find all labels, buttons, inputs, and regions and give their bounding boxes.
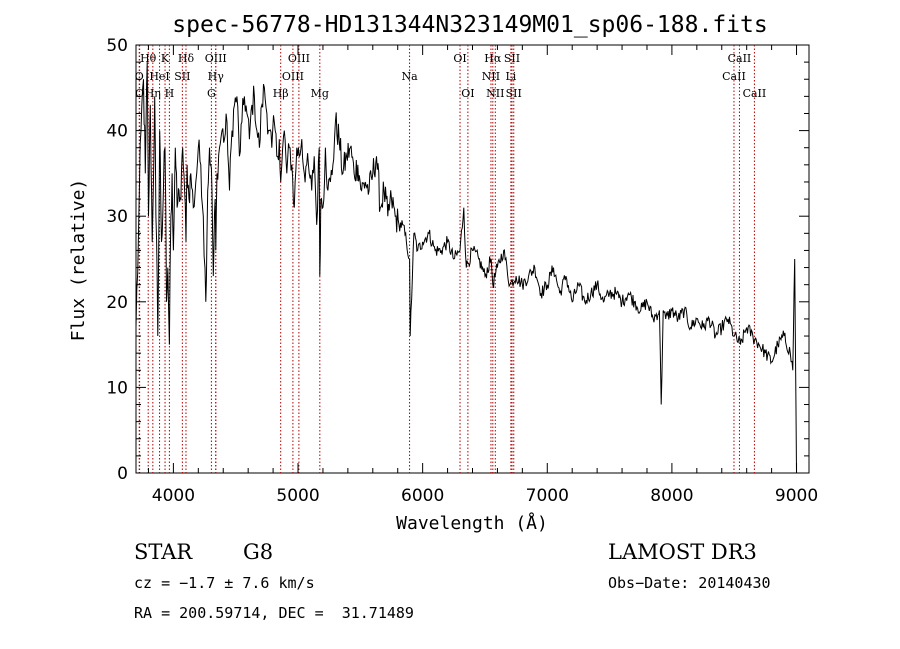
reference-labels: Hθ OO Hη HeI K SII H Hδ OIII Hγ G Hβ OIII OIII Mg Na OI O…	[135, 52, 767, 100]
plot-frame	[135, 44, 810, 474]
reference-line-label: Hγ	[208, 70, 225, 83]
flux-series-line	[135, 62, 797, 474]
ra-dec-coordinates: RA = 200.59714, DEC = 31.71489	[134, 604, 414, 622]
y-tick-label: 40	[106, 122, 128, 142]
reference-line-label: Hθ	[140, 52, 157, 65]
x-tick-label: 9000	[775, 486, 818, 506]
reference-line-label: Li	[505, 70, 516, 83]
object-subclass: G8	[243, 540, 274, 564]
y-tick-label: 30	[106, 207, 128, 227]
reference-line-label: CaII	[728, 52, 752, 65]
reference-line-label: O	[135, 70, 144, 83]
reference-line-label: NII	[486, 87, 504, 100]
reference-line-label: H	[165, 87, 175, 100]
observation-date: Obs−Date: 20140430	[608, 574, 771, 592]
reference-line-label: Na	[401, 70, 418, 83]
reference-line-label: OI	[453, 52, 466, 65]
reference-line-label: OIII	[282, 70, 304, 83]
y-tick-label: 10	[106, 378, 128, 398]
reference-line-label: O	[135, 87, 144, 100]
redshift-cz: cz = −1.7 ± 7.6 km/s	[134, 574, 315, 592]
x-axis-label: Wavelength (Å)	[396, 512, 548, 534]
reference-line-label: CaII	[743, 87, 767, 100]
x-tick-label: 7000	[526, 486, 569, 506]
reference-line-label: Hβ	[273, 87, 289, 100]
x-tick-label: 5000	[276, 486, 319, 506]
survey-name: LAMOST DR3	[608, 540, 757, 564]
reference-line-label: OI	[461, 87, 474, 100]
reference-line-label: SII	[506, 87, 522, 100]
reference-line-label: Hδ	[178, 52, 195, 65]
y-tick-label: 20	[106, 293, 128, 313]
y-tick-label: 0	[117, 464, 128, 484]
y-tick-label: 50	[106, 36, 128, 56]
reference-line-label: OIII	[205, 52, 227, 65]
reference-line-label: K	[161, 52, 170, 65]
chart-title: spec-56778-HD131344N323149M01_sp06-188.f…	[172, 12, 767, 38]
reference-line-label: SII	[504, 52, 520, 65]
reference-line-label: Mg	[311, 87, 329, 100]
y-axis-label: Flux (relative)	[68, 179, 89, 342]
reference-line-label: OIII	[288, 52, 310, 65]
reference-line-label: HeI	[149, 70, 169, 83]
reference-line-label: Hα	[484, 52, 502, 65]
reference-line-label: Hη	[145, 87, 161, 100]
object-class: STAR	[134, 540, 193, 564]
x-tick-label: 8000	[650, 486, 693, 506]
reference-line-label: NII	[482, 70, 500, 83]
x-axis-ticks: 4000 5000 6000 7000 8000 9000	[147, 45, 818, 506]
x-tick-label: 6000	[401, 486, 444, 506]
y-axis-ticks: 0 10 20 30 40 50	[106, 36, 809, 484]
reference-line-label: SII	[174, 70, 190, 83]
reference-line-label: G	[207, 87, 216, 100]
reference-lines	[138, 45, 755, 473]
x-tick-label: 4000	[152, 486, 195, 506]
reference-line-label: CaII	[722, 70, 746, 83]
